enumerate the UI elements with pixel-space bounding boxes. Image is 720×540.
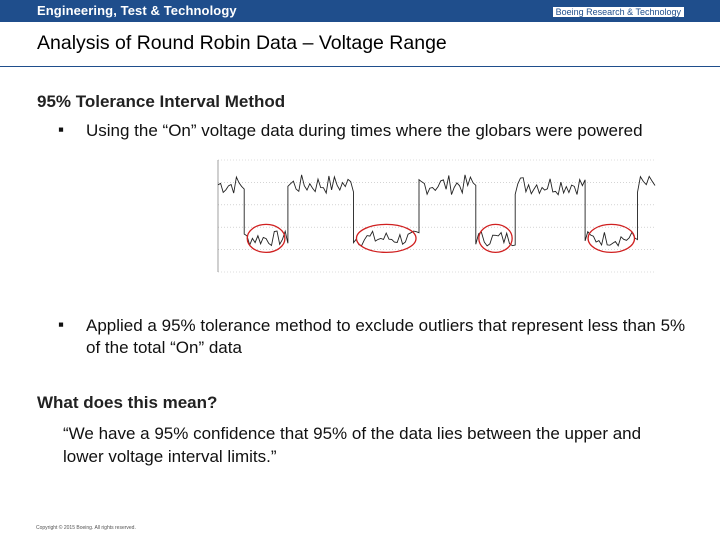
title-divider xyxy=(0,66,720,67)
highlight-ellipse xyxy=(587,223,636,254)
quote-text: “We have a 95% confidence that 95% of th… xyxy=(63,424,642,466)
voltage-chart xyxy=(217,159,656,273)
voltage-series-line xyxy=(217,174,656,247)
chart-highlights xyxy=(246,223,636,254)
highlight-ellipse xyxy=(355,223,417,254)
highlight-ellipse xyxy=(246,223,286,254)
highlight-ellipse xyxy=(478,223,513,254)
slide-title: Analysis of Round Robin Data – Voltage R… xyxy=(37,32,447,54)
bullet-text: Using the “On” voltage data during times… xyxy=(86,121,643,140)
bullet-marker: ▪ xyxy=(58,315,65,334)
header-tagline: Boeing Research & Technology xyxy=(552,7,684,17)
bullet-text: Applied a 95% tolerance method to exclud… xyxy=(86,316,686,357)
section-heading: 95% Tolerance Interval Method xyxy=(37,92,286,111)
header-bar: Engineering, Test & Technology xyxy=(0,0,720,22)
chart-series xyxy=(217,174,656,247)
question-heading: What does this mean? xyxy=(37,393,218,412)
copyright-notice: Copyright © 2015 Boeing. All rights rese… xyxy=(36,525,136,531)
chart-grid xyxy=(217,159,655,273)
bullet-marker: ▪ xyxy=(58,120,65,139)
brand-title: Engineering, Test & Technology xyxy=(37,3,237,18)
